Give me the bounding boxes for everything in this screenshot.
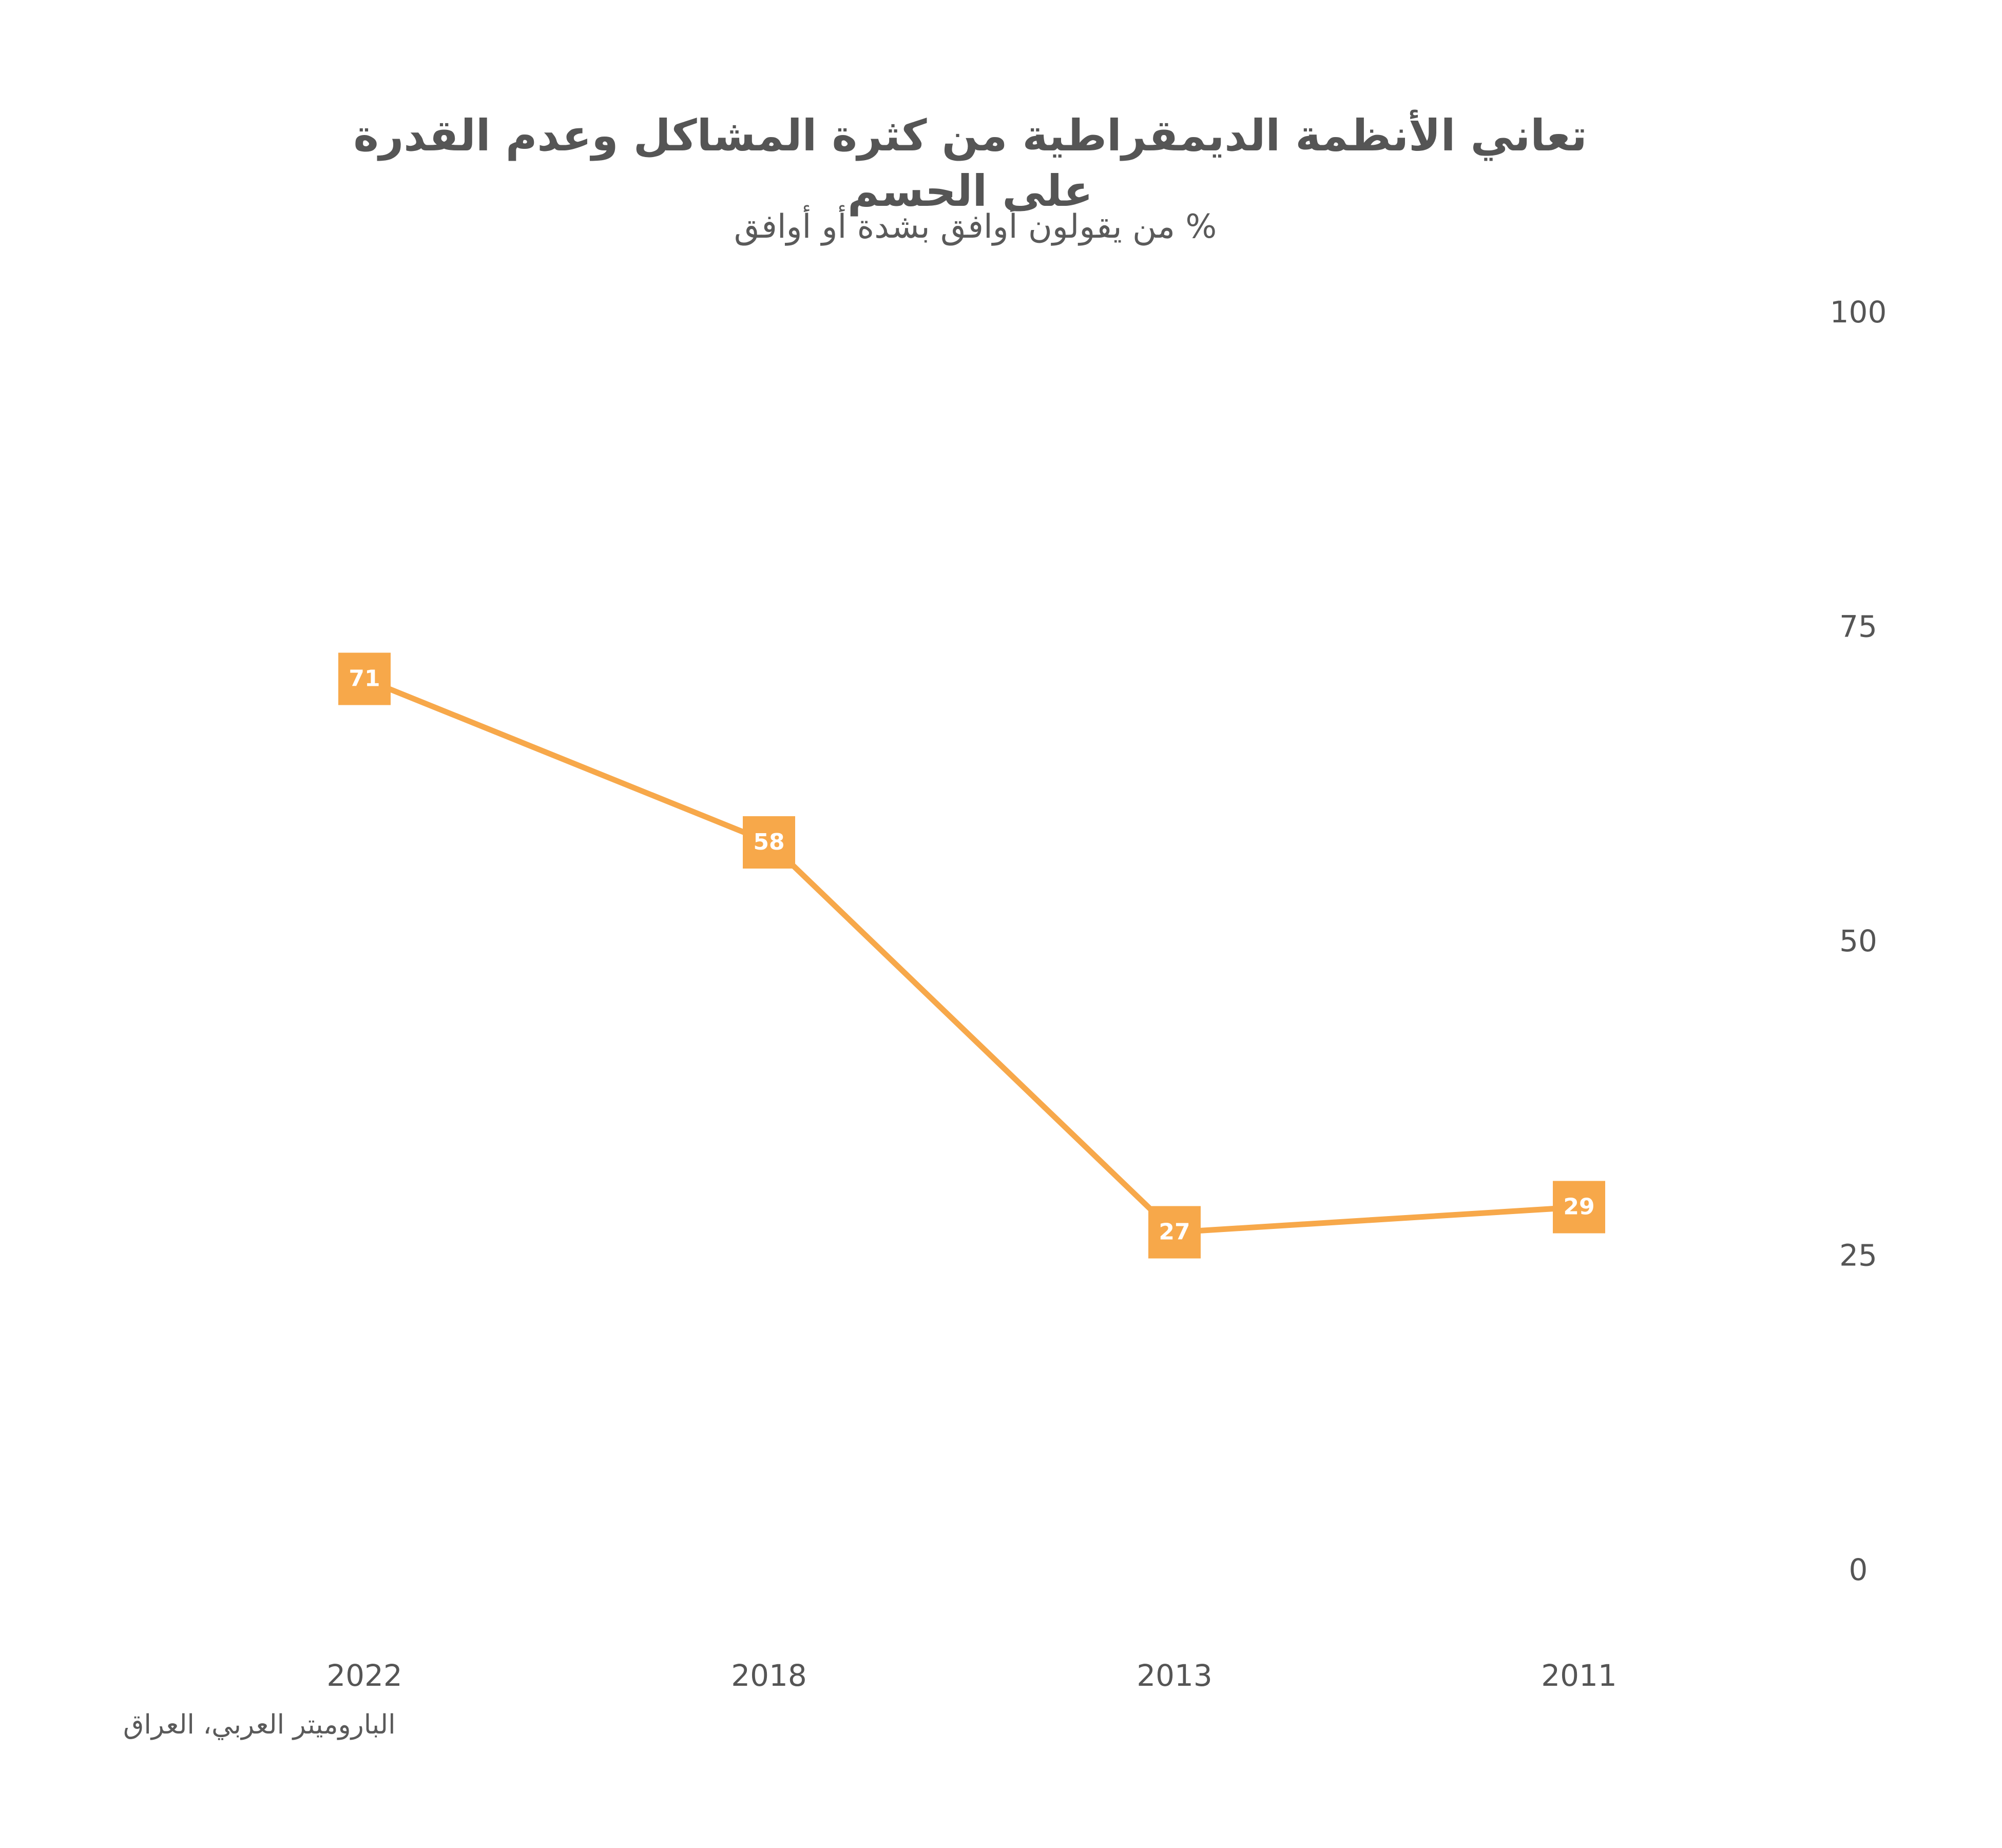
data-point-label: 29 xyxy=(1563,1194,1594,1220)
y-axis-ticks: 0 25 50 75 100 xyxy=(1830,295,1887,1587)
x-tick-label: 2022 xyxy=(326,1658,402,1693)
series-points: 71 58 27 29 xyxy=(338,652,1605,1259)
series-lines xyxy=(361,676,1582,1235)
y-tick-label: 50 xyxy=(1839,923,1877,958)
y-tick-label: 75 xyxy=(1839,609,1877,644)
chart-title: تعاني الأنظمة الديمقراطية من كثرة المشاك… xyxy=(353,110,1587,216)
x-tick-label: 2018 xyxy=(731,1658,807,1693)
chart-subtitle: % من يقولون أوافق بشدة أو أوافق xyxy=(734,208,1217,246)
x-axis-ticks: 2022 2018 2013 2011 xyxy=(326,1658,1617,1693)
data-point-label: 58 xyxy=(753,829,784,855)
x-tick-label: 2011 xyxy=(1541,1658,1617,1693)
data-point-marker xyxy=(1148,1206,1201,1259)
data-point-label: 27 xyxy=(1159,1219,1190,1245)
y-tick-label: 0 xyxy=(1849,1552,1868,1587)
y-tick-label: 25 xyxy=(1839,1238,1877,1273)
y-tick-label: 100 xyxy=(1830,295,1887,330)
x-tick-label: 2013 xyxy=(1137,1658,1212,1693)
data-point-label: 71 xyxy=(349,666,380,692)
series-line xyxy=(361,676,1582,1235)
data-point-marker xyxy=(1553,1181,1605,1234)
data-point-marker xyxy=(743,816,795,869)
data-point-marker xyxy=(338,652,391,705)
source-note: الباروميتر العربي، العراق xyxy=(123,1709,396,1740)
